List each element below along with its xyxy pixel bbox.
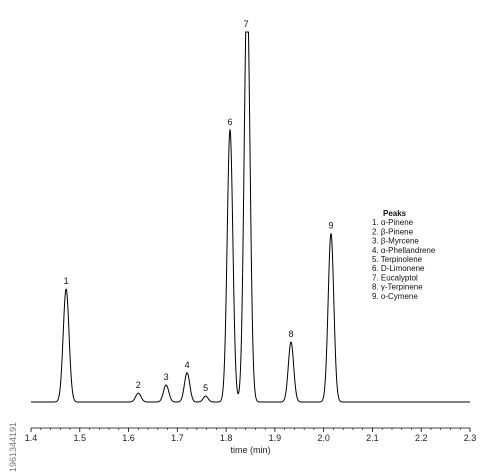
- x-tick-label: 2.0: [317, 433, 330, 443]
- peak-label-2: 2: [136, 380, 141, 390]
- peak-label-3: 3: [164, 372, 169, 382]
- peak-label-7: 7: [244, 19, 249, 29]
- x-tick-label: 2.3: [464, 433, 477, 443]
- peak-label-8: 8: [288, 329, 293, 339]
- x-tick-label: 1.6: [122, 433, 135, 443]
- legend-entry: 9. o-Cymene: [372, 292, 418, 301]
- peak-label-6: 6: [228, 117, 233, 127]
- peak-label-1: 1: [64, 276, 69, 286]
- legend-title: Peaks: [383, 209, 407, 218]
- chromatogram-trace: [31, 31, 470, 403]
- x-tick-label: 2.2: [415, 433, 428, 443]
- legend-entry: 5. Terpinolene: [372, 255, 423, 264]
- x-tick-label: 2.1: [366, 433, 379, 443]
- peak-label-9: 9: [328, 221, 333, 231]
- x-tick-label: 1.7: [171, 433, 184, 443]
- peak-label-4: 4: [185, 360, 190, 370]
- x-tick-label: 1.9: [269, 433, 282, 443]
- x-tick-label: 1.4: [25, 433, 38, 443]
- stock-id-watermark: 1961344191: [8, 421, 18, 472]
- x-tick-label: 1.5: [74, 433, 87, 443]
- x-axis: 1.4 1.5 1.6 1.7 1.8 1.9 2.0 2.1 2.2 2.3: [25, 427, 477, 443]
- chromatogram-trace-group: [31, 31, 470, 403]
- legend-entry: 1. α-Pinene: [372, 218, 414, 227]
- legend-entry: 4. α-Phellandrene: [372, 246, 436, 255]
- x-axis-label: time (min): [231, 445, 271, 455]
- legend-entry: 8. γ-Terpinene: [372, 283, 423, 292]
- peak-labels: 1 2 3 4 5 6 7 8 9: [64, 19, 334, 393]
- legend-entry: 2. β-Pinene: [372, 227, 414, 236]
- legend-entry: 3. β-Myrcene: [372, 237, 419, 246]
- peak-label-5: 5: [203, 383, 208, 393]
- legend-entry: 7. Eucalyptol: [372, 273, 418, 282]
- legend-entry: 6. D-Limonene: [372, 264, 425, 273]
- x-tick-label: 1.8: [220, 433, 233, 443]
